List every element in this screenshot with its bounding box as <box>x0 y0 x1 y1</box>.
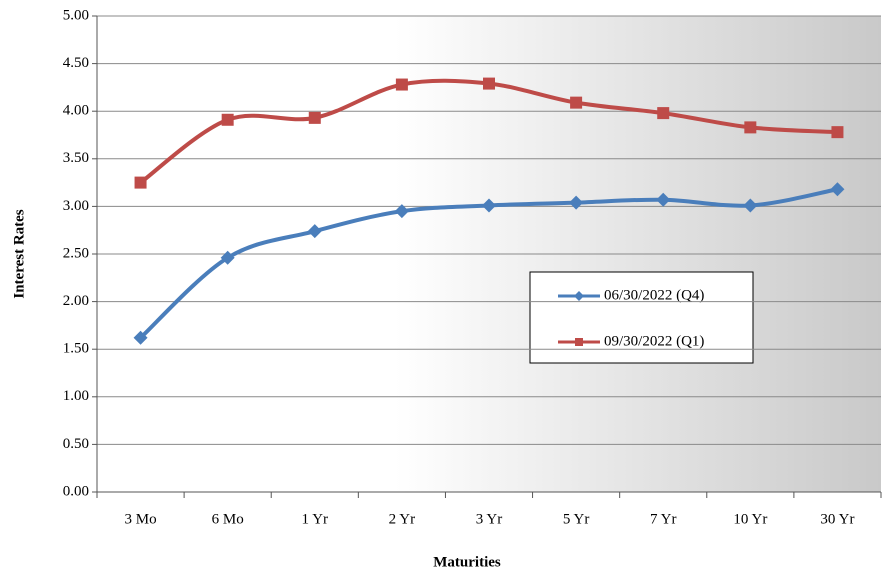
marker <box>743 198 758 213</box>
y-tick-label: 2.50 <box>63 245 89 261</box>
marker <box>221 113 234 126</box>
legend-box <box>529 271 754 364</box>
x-tick-label: 5 Yr <box>563 511 590 527</box>
marker <box>308 111 321 124</box>
marker <box>394 204 409 219</box>
legend: 06/30/2022 (Q4) 09/30/2022 (Q1) <box>529 271 754 364</box>
marker <box>307 224 322 239</box>
marker <box>830 182 845 197</box>
marker <box>657 107 670 120</box>
marker <box>482 198 496 213</box>
x-tick-label: 1 Yr <box>302 511 329 527</box>
y-tick-label: 5.00 <box>63 7 89 23</box>
y-tick-label: 0.00 <box>63 483 89 499</box>
y-tick-label: 4.00 <box>63 103 89 119</box>
marker <box>569 195 584 210</box>
x-tick-label: 7 Yr <box>650 511 677 527</box>
marker <box>744 121 757 134</box>
y-tick-label: 2.00 <box>63 293 89 309</box>
x-tick-label: 6 Mo <box>212 511 244 527</box>
marker <box>570 96 583 109</box>
marker <box>575 338 583 346</box>
legend-label: 09/30/2022 (Q1) <box>604 333 704 349</box>
y-tick-label: 4.50 <box>63 55 89 71</box>
marker <box>574 291 584 301</box>
legend-label: 06/30/2022 (Q4) <box>604 287 704 303</box>
x-tick-label: 30 Yr <box>820 511 854 527</box>
x-tick-label: 3 Mo <box>125 511 157 527</box>
y-tick-label: 1.00 <box>63 388 89 404</box>
x-tick-label: 3 Yr <box>476 511 503 527</box>
y-tick-label: 1.50 <box>63 341 89 357</box>
y-tick-label: 3.00 <box>63 198 89 214</box>
marker <box>395 78 408 91</box>
marker <box>133 330 148 345</box>
x-axis-title: Maturities <box>433 554 501 570</box>
marker <box>483 77 495 90</box>
y-axis-title: Interest Rates <box>11 209 27 298</box>
marker <box>831 126 844 139</box>
x-tick-label: 10 Yr <box>733 511 767 527</box>
marker <box>220 250 235 265</box>
marker <box>656 192 671 207</box>
y-tick-label: 0.50 <box>63 436 89 452</box>
y-tick-label: 3.50 <box>63 150 89 166</box>
marker <box>134 176 147 189</box>
x-tick-label: 2 Yr <box>389 511 416 527</box>
